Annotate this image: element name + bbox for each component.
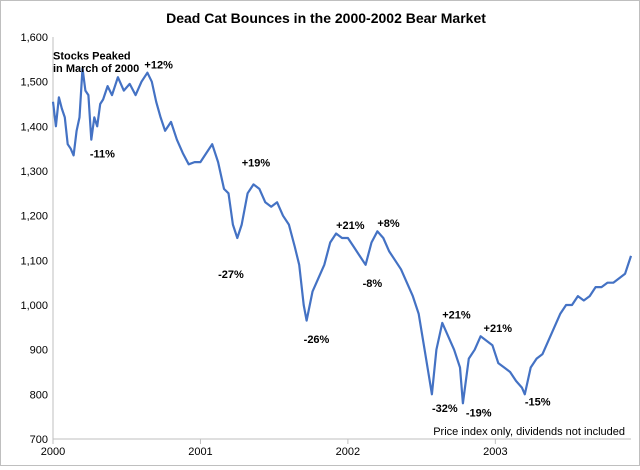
x-tick-label: 2003 xyxy=(483,446,507,458)
y-tick-label: 1,200 xyxy=(20,211,48,223)
chart-title: Dead Cat Bounces in the 2000-2002 Bear M… xyxy=(166,10,486,26)
x-tick-label: 2002 xyxy=(336,446,360,458)
y-tick-label: 900 xyxy=(30,345,48,357)
y-tick-label: 700 xyxy=(30,434,48,446)
annotation-label: +19% xyxy=(242,158,271,170)
annotation-label: +21% xyxy=(336,220,365,232)
annotation-label: +8% xyxy=(377,218,400,230)
annotation-label: Stocks Peaked xyxy=(53,50,131,62)
annotation-label: -15% xyxy=(525,397,551,409)
x-tick-label: 2001 xyxy=(188,446,212,458)
y-tick-label: 1,300 xyxy=(20,166,48,178)
annotation-label: -26% xyxy=(304,334,330,346)
chart-note: Price index only, dividends not included xyxy=(433,426,625,438)
y-tick-label: 1,000 xyxy=(20,300,48,312)
y-tick-label: 800 xyxy=(30,389,48,401)
annotation-label: -11% xyxy=(90,149,115,161)
annotation-label: +12% xyxy=(144,59,173,71)
y-tick-label: 1,400 xyxy=(20,121,48,133)
y-tick-label: 1,500 xyxy=(20,77,48,89)
y-tick-label: 1,100 xyxy=(20,255,48,267)
plot-area xyxy=(51,67,633,405)
x-tick-label: 2000 xyxy=(41,446,65,458)
annotation-label: -27% xyxy=(218,269,244,281)
axes: 700 800 900 1,000 1,100 1,200 1,300 1,400 1,500 1… xyxy=(20,32,631,458)
annotation-label: -19% xyxy=(466,408,492,420)
series-line xyxy=(51,67,633,405)
annotation-label: +21% xyxy=(484,323,513,335)
annotation-label: -32% xyxy=(432,403,458,415)
annotation-label: in March of 2000 xyxy=(53,63,139,75)
y-tick-label: 1,600 xyxy=(20,32,48,44)
annotation-label: +21% xyxy=(442,309,471,321)
annotation-label: -8% xyxy=(363,278,383,290)
